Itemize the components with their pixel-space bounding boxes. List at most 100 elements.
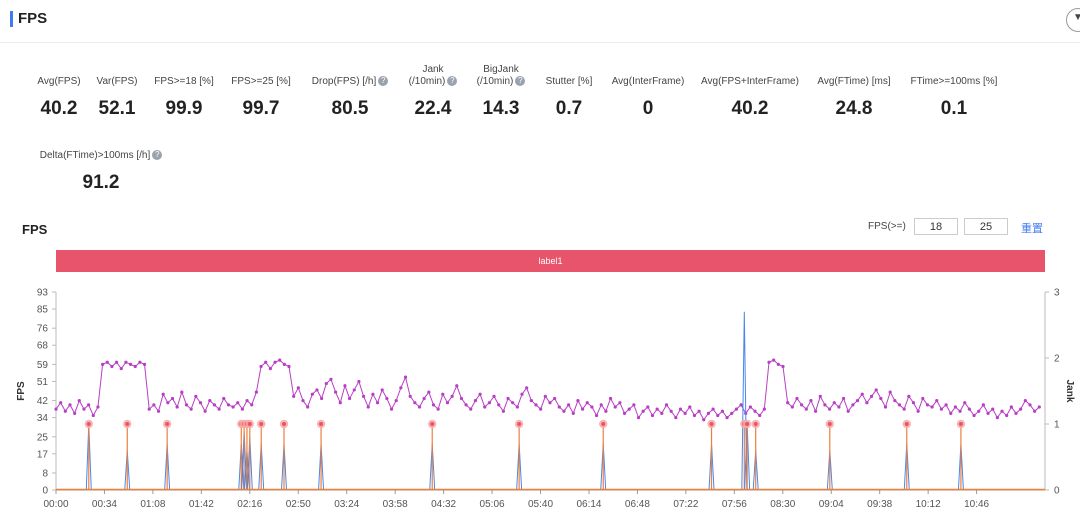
fps-data-point [525, 386, 529, 390]
metric-avg-fps: Avg(FPS) 40.2 [30, 64, 88, 120]
fps-data-point [441, 392, 445, 396]
fps-data-point [958, 409, 962, 413]
fps-data-point [128, 362, 133, 366]
fps-data-point [212, 403, 217, 407]
fps-data-point [613, 405, 617, 409]
fps-data-point [170, 396, 175, 401]
metric-bigjank: BigJank (/10min)? 14.3 [470, 64, 532, 120]
fps-data-point [585, 401, 589, 405]
metric-label: Drop(FPS) [/h] [311, 76, 377, 87]
fps-threshold-low-input[interactable] [914, 218, 958, 235]
jank-marker [430, 422, 435, 426]
fps-data-point [73, 411, 77, 415]
fps-data-point [487, 401, 491, 405]
fps-data-point [786, 401, 790, 405]
fps-data-point [692, 413, 697, 418]
metric-label: Avg(FTime) [ms] [817, 76, 891, 87]
x-tick-label: 10:46 [964, 499, 989, 510]
metric-value: 40.2 [40, 98, 78, 119]
fps-data-point [650, 413, 655, 418]
fps-data-point [301, 398, 305, 403]
fps-data-point [445, 401, 450, 405]
fps-data-point [422, 396, 426, 401]
fps-data-point [320, 396, 324, 401]
fps-data-point [893, 398, 897, 403]
y-tick-label: 25 [37, 432, 49, 443]
fps-data-point [329, 377, 333, 381]
fps-data-point [599, 403, 603, 407]
fps-data-point [548, 401, 552, 405]
fps-data-point [897, 403, 902, 407]
metric-value: 14.3 [482, 98, 520, 119]
fps-data-point [767, 360, 771, 364]
fps-data-point [124, 360, 128, 364]
metric-value: 24.8 [835, 98, 873, 119]
fps-data-point [553, 396, 557, 401]
jank-marker [125, 422, 130, 426]
jank-marker [958, 422, 963, 426]
fps-data-point [101, 362, 105, 366]
fps-data-point [1019, 407, 1023, 411]
fps-data-point [846, 409, 850, 413]
jank-marker [745, 422, 750, 426]
metric-label: Avg(FPS) [37, 76, 81, 87]
fps-data-point [338, 401, 342, 405]
chart-title: FPS [22, 222, 48, 237]
fps-data-point [506, 396, 510, 401]
metric-label: Delta(FTime)>100ms [/h] [39, 150, 151, 161]
fps-data-point [175, 405, 179, 409]
fps-data-point [152, 403, 156, 407]
x-tick-label: 02:50 [286, 499, 311, 510]
fps-data-point [1033, 409, 1037, 413]
help-icon[interactable]: ? [515, 76, 526, 87]
fps-data-point [986, 411, 990, 415]
fps-data-point [557, 405, 561, 409]
fps-threshold-high-input[interactable] [964, 218, 1008, 235]
fps-data-point [543, 394, 547, 398]
fps-data-point [250, 403, 254, 407]
metric-ftime-ge-100ms: FTime>=100ms [%] 0.1 [904, 64, 1004, 120]
fps-chart: 0 8 17 25 34 42 51 59 68 76 85 93 0 1 2 3 FPS Jank 00:00 00… [16, 288, 1075, 511]
fps-data-point [413, 401, 417, 405]
y-tick-label: 59 [37, 360, 49, 371]
x-tick-label: 04:32 [431, 499, 456, 510]
fps-data-point [991, 407, 995, 411]
fps-data-point [366, 405, 370, 409]
y-tick-label: 0 [42, 486, 48, 497]
fps-data-point [869, 394, 874, 398]
help-icon[interactable]: ? [152, 150, 163, 161]
fps-data-point [669, 409, 673, 413]
fps-data-point [590, 405, 594, 409]
jank-spike [741, 311, 748, 491]
fps-data-point [720, 409, 725, 413]
fps-data-point [902, 407, 906, 411]
metric-value: 0.1 [940, 98, 968, 119]
fps-data-point [310, 392, 314, 396]
fps-data-point [790, 405, 794, 409]
fps-data-point [618, 401, 622, 405]
help-icon[interactable]: ? [447, 76, 458, 87]
label-band[interactable]: label1 [56, 250, 1045, 272]
jank-marker [827, 422, 832, 426]
y2-tick-label: 2 [1054, 354, 1060, 365]
fps-data-point [1009, 405, 1013, 409]
help-icon[interactable]: ? [378, 76, 389, 87]
jank-marker [904, 422, 909, 426]
fps-data-point [436, 407, 440, 411]
fps-data-point [203, 409, 207, 413]
fps-data-point [273, 360, 277, 364]
fps-data-point [907, 394, 911, 398]
reset-link[interactable]: 重置 [1021, 223, 1043, 235]
fps-data-point [702, 418, 706, 422]
collapse-button[interactable]: ▼ [1066, 8, 1080, 32]
fps-data-point [879, 396, 883, 401]
metric-value: 91.2 [82, 172, 120, 193]
x-tick-label: 05:06 [480, 499, 505, 510]
x-tick-label: 09:04 [819, 499, 844, 510]
fps-data-point [935, 398, 939, 403]
fps-data-point [1005, 413, 1009, 418]
metric-fps-ge-18: FPS>=18 [%] 99.9 [148, 64, 220, 120]
fps-data-point [660, 411, 664, 415]
fps-data-point [478, 392, 482, 396]
fps-data-point [259, 364, 263, 369]
